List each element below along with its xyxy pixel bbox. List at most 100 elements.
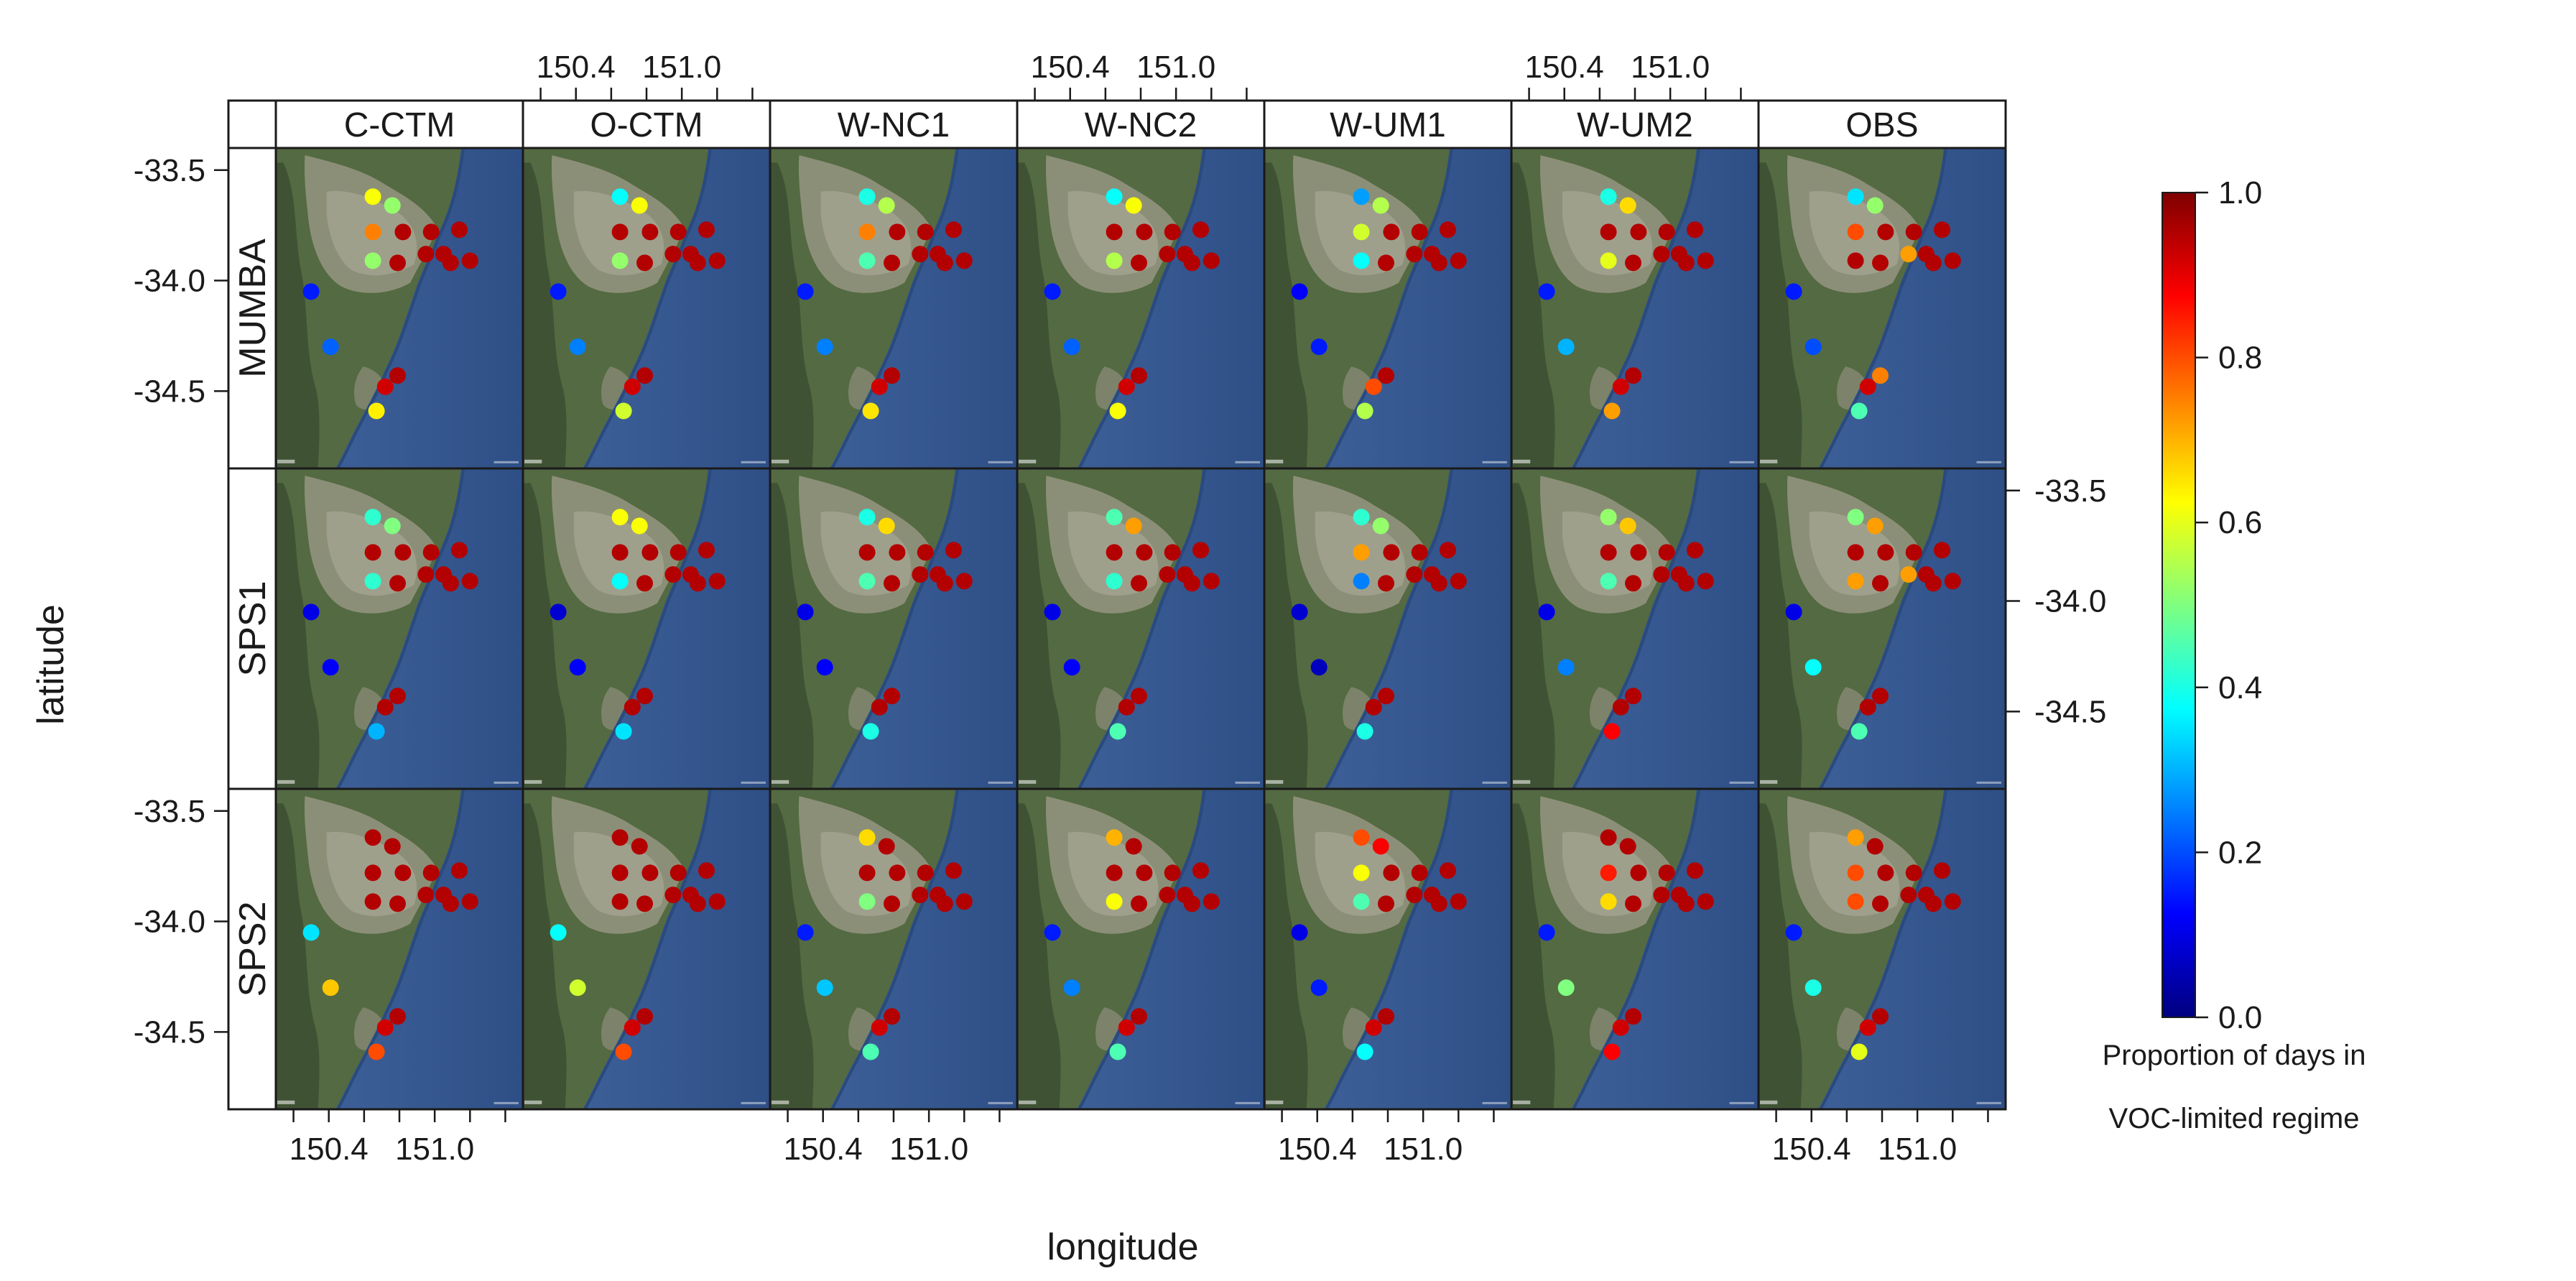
site-point-sps2-w-um2-2 <box>1619 838 1636 855</box>
site-point-sps1-w-um2-8 <box>1625 575 1641 592</box>
site-point-mumba-w-um2-4 <box>1630 223 1647 241</box>
site-point-sps2-o-ctm-17 <box>615 1043 632 1060</box>
site-point-mumba-w-um1-5 <box>1411 223 1428 241</box>
site-point-sps2-obs-11 <box>1924 895 1942 912</box>
site-point-mumba-w-um1-6 <box>1440 221 1456 239</box>
site-point-mumba-w-nc1-3 <box>858 223 876 241</box>
site-point-sps2-obs-14 <box>1804 979 1822 996</box>
site-point-mumba-c-ctm-15 <box>376 378 394 395</box>
site-point-sps2-o-ctm-11 <box>689 895 706 912</box>
site-point-sps2-obs-12 <box>1944 893 1961 910</box>
y-tick-label-sps1-0: -33.5 <box>2034 473 2106 509</box>
satellite-map-background <box>1264 789 1511 1109</box>
satellite-map-background <box>1511 148 1759 468</box>
site-point-sps1-c-ctm-2 <box>384 517 401 535</box>
site-point-sps2-obs-9 <box>1900 887 1917 904</box>
site-point-sps2-w-um1-17 <box>1356 1043 1373 1060</box>
site-point-mumba-o-ctm-3 <box>611 223 629 241</box>
site-point-mumba-w-nc2-5 <box>1164 223 1181 241</box>
site-point-sps2-w-nc1-16 <box>884 1008 900 1025</box>
site-point-sps1-w-nc1-6 <box>945 542 962 559</box>
site-point-mumba-w-um1-1 <box>1353 188 1370 205</box>
site-point-sps1-w-nc1-4 <box>889 544 906 561</box>
site-point-sps1-w-nc2-14 <box>1063 659 1080 676</box>
satellite-map-background <box>770 468 1017 789</box>
site-point-mumba-w-um2-6 <box>1687 221 1703 239</box>
site-point-sps1-w-um2-11 <box>1677 575 1695 592</box>
x-axis-title: longitude <box>1047 1226 1198 1268</box>
satellite-map-background <box>1264 148 1511 468</box>
site-point-sps1-w-um1-3 <box>1353 544 1370 561</box>
site-point-sps1-obs-15 <box>1859 698 1876 716</box>
site-point-mumba-w-nc1-17 <box>862 402 879 420</box>
site-point-sps1-obs-14 <box>1804 659 1822 676</box>
site-point-mumba-w-nc2-13 <box>1044 283 1061 300</box>
satellite-map-background <box>1017 789 1264 1109</box>
site-point-mumba-w-um1-9 <box>1406 246 1423 263</box>
panel-sps2-w-nc2 <box>1016 787 1266 1111</box>
site-point-sps1-obs-16 <box>1872 688 1889 705</box>
site-point-mumba-w-um2-5 <box>1658 223 1675 241</box>
site-point-sps1-w-um2-12 <box>1697 573 1714 590</box>
site-point-sps1-w-nc1-11 <box>936 575 953 592</box>
site-point-mumba-w-nc1-16 <box>884 367 900 384</box>
site-point-mumba-w-um1-8 <box>1378 254 1394 272</box>
site-point-sps1-w-nc2-5 <box>1164 544 1181 561</box>
site-point-mumba-c-ctm-14 <box>322 338 339 356</box>
site-point-mumba-w-nc2-3 <box>1106 223 1123 241</box>
site-point-sps2-w-nc2-11 <box>1183 895 1200 912</box>
site-point-sps1-w-um1-5 <box>1411 544 1428 561</box>
site-point-sps1-obs-12 <box>1944 573 1961 590</box>
row-strip-sps2: SPS2 <box>227 787 277 1111</box>
site-point-sps2-w-um1-7 <box>1353 893 1370 910</box>
site-point-sps1-w-nc2-12 <box>1203 573 1220 590</box>
site-point-sps1-w-nc1-14 <box>816 659 833 676</box>
site-point-sps1-w-nc2-11 <box>1183 575 1200 592</box>
site-point-sps1-w-um2-4 <box>1630 544 1647 561</box>
site-point-sps2-o-ctm-7 <box>611 893 629 910</box>
colorbar-gradient <box>2162 192 2196 1018</box>
y-tick-label-mumba-2: -34.5 <box>134 374 205 409</box>
site-point-sps1-w-um1-9 <box>1406 566 1423 583</box>
site-point-mumba-obs-2 <box>1866 197 1884 214</box>
site-point-sps1-c-ctm-8 <box>389 575 406 592</box>
satellite-map-background <box>1759 148 2006 468</box>
site-point-sps1-w-um1-14 <box>1310 659 1328 676</box>
site-point-sps2-c-ctm-5 <box>422 864 440 882</box>
site-point-sps2-w-um2-16 <box>1625 1008 1641 1025</box>
site-point-mumba-w-um1-4 <box>1383 223 1400 241</box>
row-strip-mumba: MUMBA <box>227 147 277 470</box>
site-point-mumba-w-nc1-11 <box>936 254 953 272</box>
strip-w-um2: W-UM2 <box>1510 99 1760 149</box>
site-point-mumba-c-ctm-5 <box>422 223 440 241</box>
site-point-sps2-c-ctm-9 <box>417 887 435 904</box>
site-point-mumba-w-nc1-7 <box>858 252 876 269</box>
satellite-map-background <box>523 148 770 468</box>
site-point-sps2-o-ctm-4 <box>641 864 659 882</box>
panel-frame <box>227 99 2007 1111</box>
site-point-sps1-w-nc1-8 <box>884 575 900 592</box>
colorbar-title-line-1: Proportion of days in <box>2103 1040 2366 1071</box>
x-tick-label-w-nc1-0: 150.4 <box>784 1132 863 1167</box>
site-point-sps1-c-ctm-17 <box>368 723 385 740</box>
site-point-mumba-o-ctm-13 <box>550 283 567 300</box>
site-point-sps2-o-ctm-6 <box>698 862 715 879</box>
site-point-sps2-c-ctm-15 <box>376 1019 394 1036</box>
site-point-mumba-w-um2-12 <box>1697 252 1714 269</box>
site-point-sps1-w-um1-8 <box>1378 575 1394 592</box>
colorbar-tick-label-5: 1.0 <box>2218 175 2262 211</box>
site-point-sps2-w-nc2-15 <box>1118 1019 1135 1036</box>
site-point-sps2-obs-7 <box>1847 893 1864 910</box>
site-point-sps2-c-ctm-13 <box>302 924 320 941</box>
site-point-sps2-w-um2-7 <box>1600 893 1617 910</box>
site-point-sps2-c-ctm-14 <box>322 979 339 996</box>
site-point-sps1-obs-3 <box>1847 544 1864 561</box>
row-label-sps1: SPS1 <box>232 581 274 677</box>
site-point-mumba-w-um2-8 <box>1625 254 1641 272</box>
site-point-sps2-w-um2-12 <box>1697 893 1714 910</box>
site-point-sps1-w-um1-7 <box>1353 573 1370 590</box>
site-point-sps2-o-ctm-16 <box>636 1008 653 1025</box>
site-point-mumba-w-nc2-6 <box>1192 221 1209 239</box>
site-point-mumba-obs-12 <box>1944 252 1961 269</box>
